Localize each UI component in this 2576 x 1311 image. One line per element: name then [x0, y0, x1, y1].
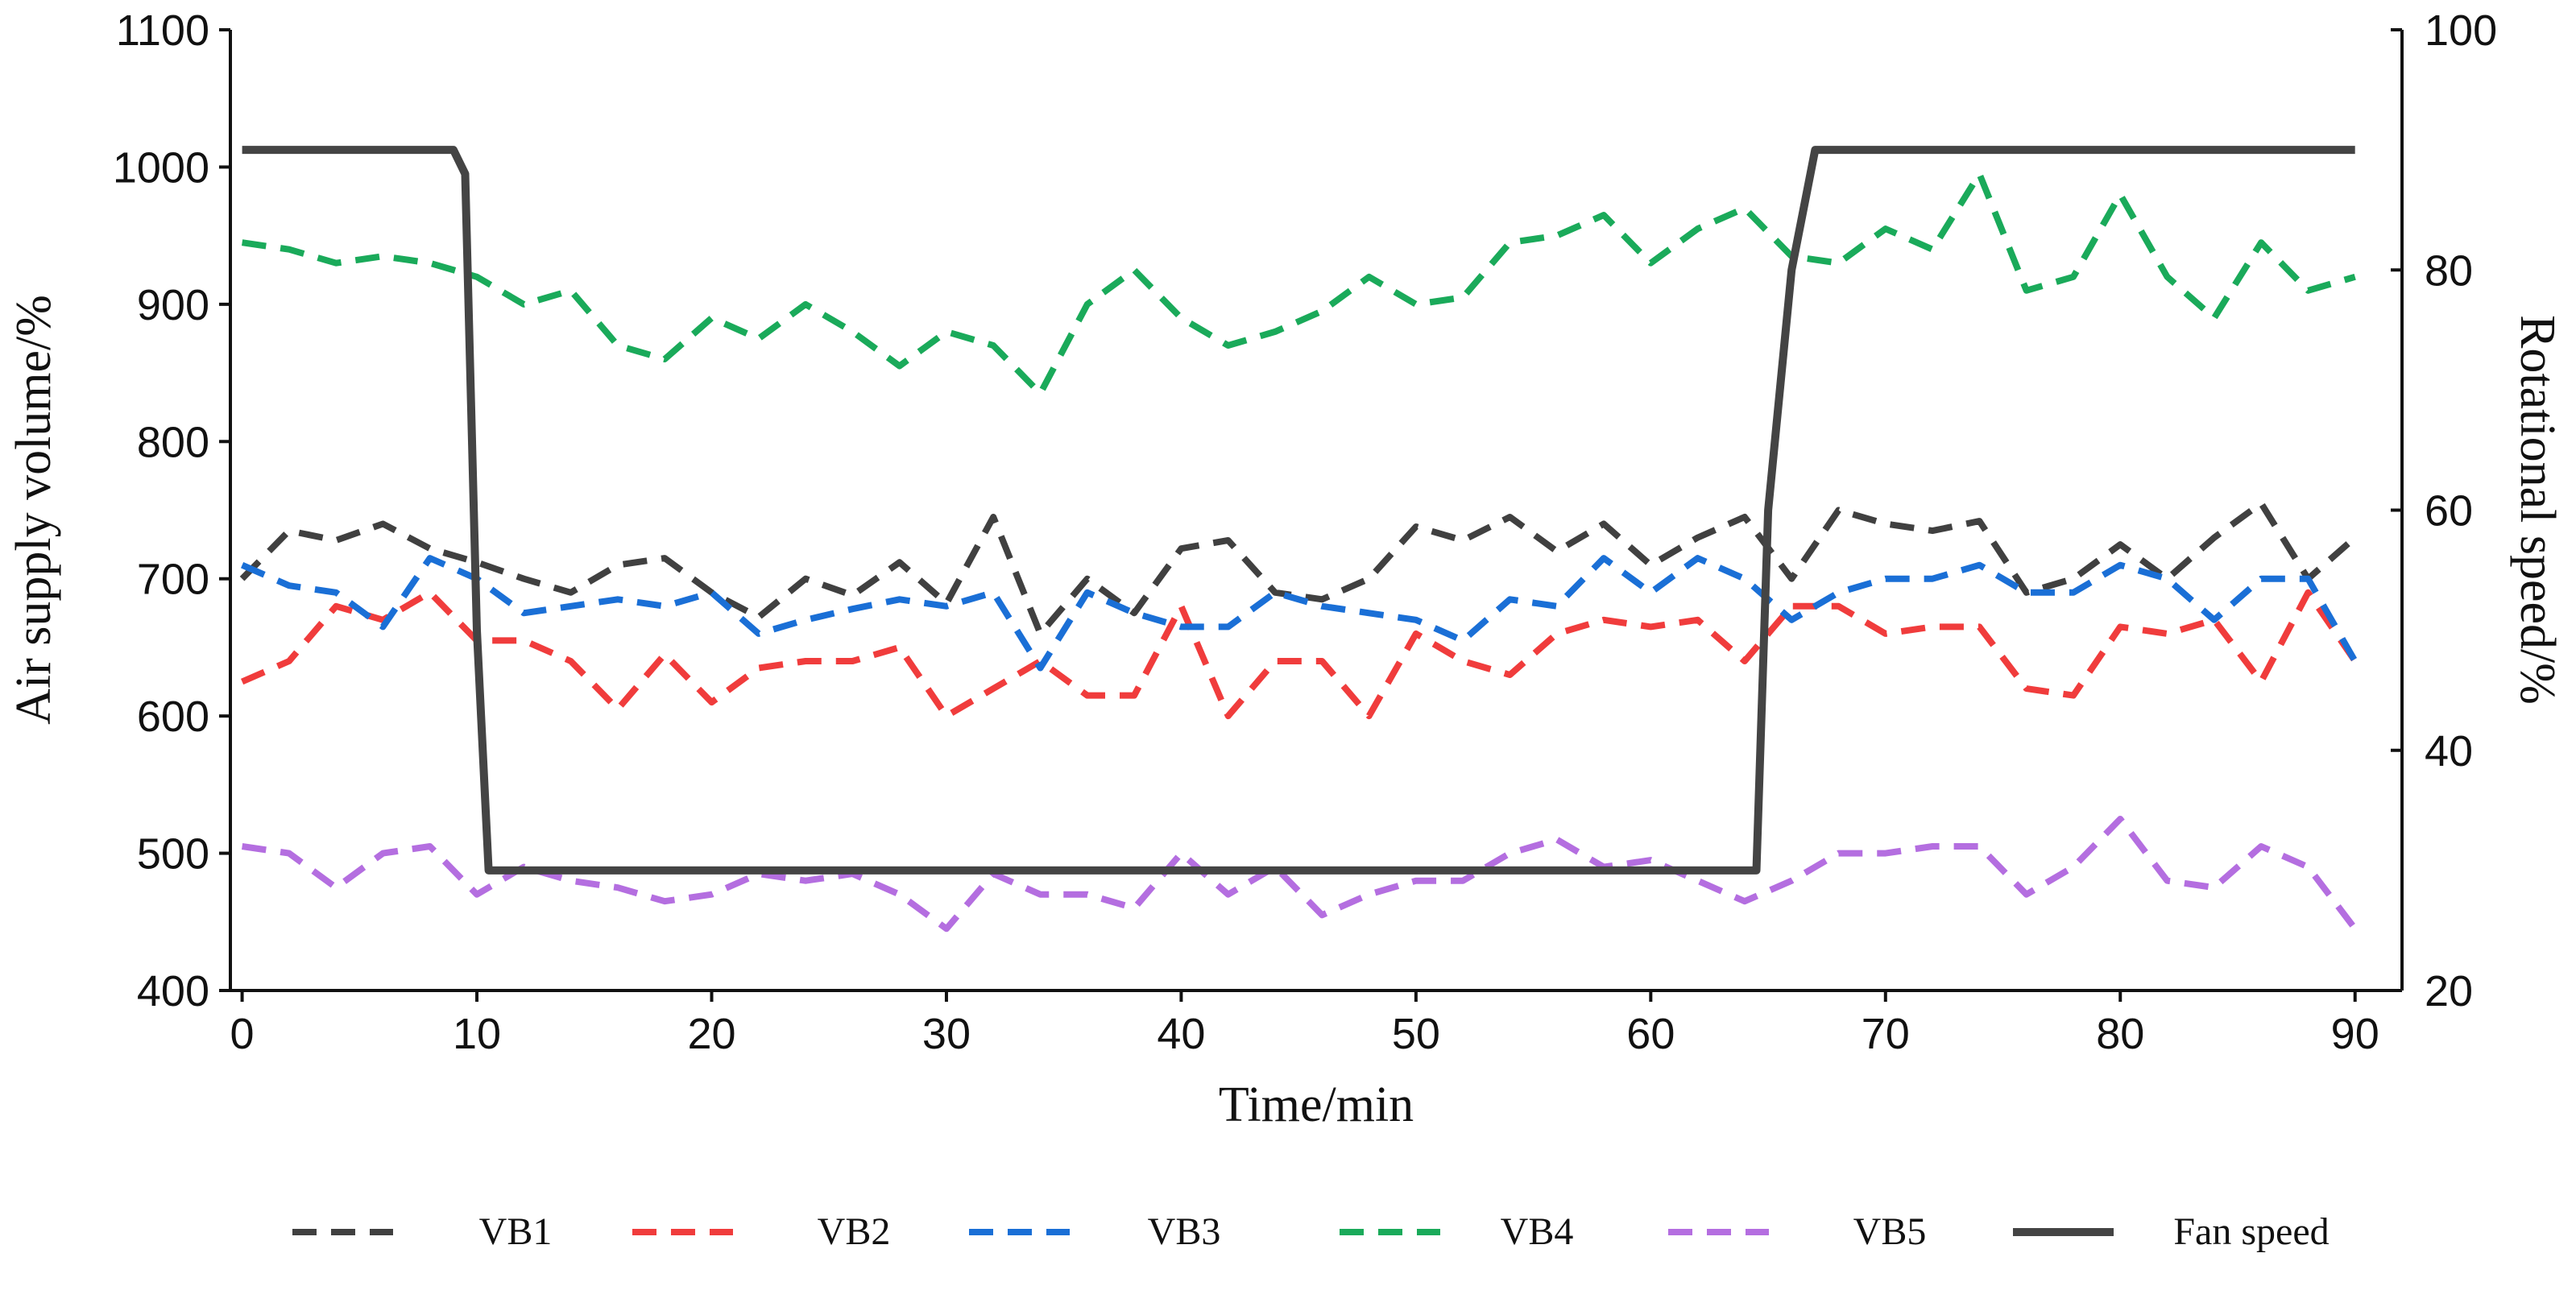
y-tick-label: 700	[137, 556, 209, 604]
x-axis-label: Time/min	[1219, 1077, 1414, 1132]
y2-tick-label: 60	[2425, 487, 2473, 536]
y2-tick-label: 80	[2425, 246, 2473, 295]
series-line	[242, 816, 2358, 933]
y-tick-label: 400	[137, 967, 209, 1015]
legend-label: VB4	[1500, 1210, 1574, 1253]
y-tick-label: 600	[137, 693, 209, 741]
x-tick-label: 10	[453, 1010, 501, 1058]
x-tick-label: 90	[2331, 1010, 2379, 1058]
x-tick-label: 80	[2096, 1010, 2144, 1058]
series-line	[242, 146, 2355, 875]
y-tick-label: 900	[137, 281, 209, 329]
y2-tick-label: 40	[2425, 727, 2473, 775]
y2-tick-label: 100	[2425, 6, 2497, 55]
y2-tick-label: 20	[2425, 967, 2473, 1015]
legend-label: VB5	[1853, 1210, 1927, 1253]
legend-label: VB2	[817, 1210, 891, 1253]
x-tick-label: 30	[922, 1010, 971, 1058]
y-tick-label: 1000	[113, 143, 209, 192]
y-tick-label: 1100	[116, 6, 209, 55]
legend-label: VB3	[1147, 1210, 1221, 1253]
x-tick-label: 0	[230, 1010, 255, 1058]
series-line	[242, 171, 2356, 397]
x-tick-label: 50	[1392, 1010, 1440, 1058]
y-tick-label: 500	[137, 830, 209, 879]
x-tick-label: 70	[1862, 1010, 1910, 1058]
y-tick-label: 800	[137, 418, 209, 466]
x-tick-label: 60	[1626, 1010, 1675, 1058]
legend-label: Fan speed	[2173, 1210, 2330, 1253]
x-tick-label: 20	[687, 1010, 735, 1058]
series-line	[240, 555, 2359, 672]
y2-axis-label: Rotational speed/%	[2510, 315, 2565, 705]
y-axis-label: Air supply volume/%	[6, 295, 61, 725]
series-line	[239, 500, 2358, 637]
legend-label: VB1	[478, 1210, 553, 1253]
series-line	[240, 589, 2359, 720]
x-tick-label: 40	[1157, 1010, 1205, 1058]
